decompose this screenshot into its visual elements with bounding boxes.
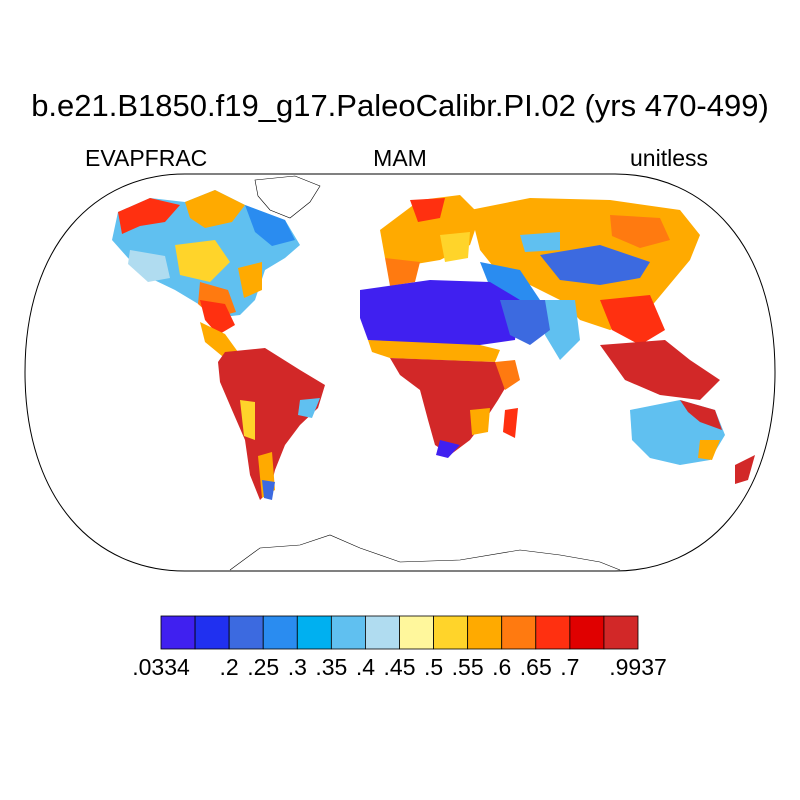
units-label: unitless	[630, 145, 708, 171]
colorbar-swatch	[501, 615, 537, 650]
colorbar-tick-label: .55	[451, 654, 484, 680]
europe-field	[380, 195, 480, 286]
greenland-outline	[254, 175, 321, 219]
colorbar-swatch	[603, 615, 639, 650]
colorbar-swatch	[262, 615, 298, 650]
colorbar-swatch	[330, 615, 366, 650]
colorbar-tick-label: .9937	[609, 654, 667, 680]
season-label: MAM	[373, 145, 427, 171]
colorbar-swatch	[228, 615, 264, 650]
colorbar-swatch	[399, 615, 434, 650]
map-boundary	[24, 173, 776, 572]
variable-name: EVAPFRAC	[85, 145, 208, 171]
colorbar-tick-label: .35	[315, 654, 348, 680]
colorbar-swatch	[296, 615, 332, 650]
colorbar-tick-label: .65	[519, 654, 552, 680]
south-america-field	[200, 322, 325, 500]
colorbar-swatch	[467, 615, 503, 650]
colorbar-swatch	[194, 615, 230, 650]
north-america-field	[112, 190, 300, 335]
colorbar-swatch	[535, 615, 571, 650]
africa-field	[360, 280, 550, 458]
colorbar-tick-label: .3	[287, 654, 307, 680]
colorbar-tick-label: .45	[383, 654, 416, 680]
colorbar-swatch	[433, 615, 469, 650]
colorbar-tick-label: .2	[219, 654, 239, 680]
colorbar-tick-label: .25	[247, 654, 280, 680]
plot-title: b.e21.B1850.f19_g17.PaleoCalibr.PI.02 (y…	[31, 88, 769, 123]
colorbar-tick-label: .4	[355, 654, 376, 680]
colorbar-tick-label: .0334	[132, 654, 190, 680]
colorbar-swatch	[160, 615, 196, 650]
antarctica-coastline	[229, 534, 621, 571]
colorbar-tick-label: .7	[560, 654, 580, 680]
colorbar-tick-label: .6	[492, 654, 512, 680]
colorbar-tick-label: .5	[423, 654, 444, 680]
australia-field	[630, 400, 755, 484]
asia-field	[470, 198, 720, 400]
colorbar-swatch	[365, 615, 400, 650]
colorbar-swatch	[569, 615, 605, 650]
